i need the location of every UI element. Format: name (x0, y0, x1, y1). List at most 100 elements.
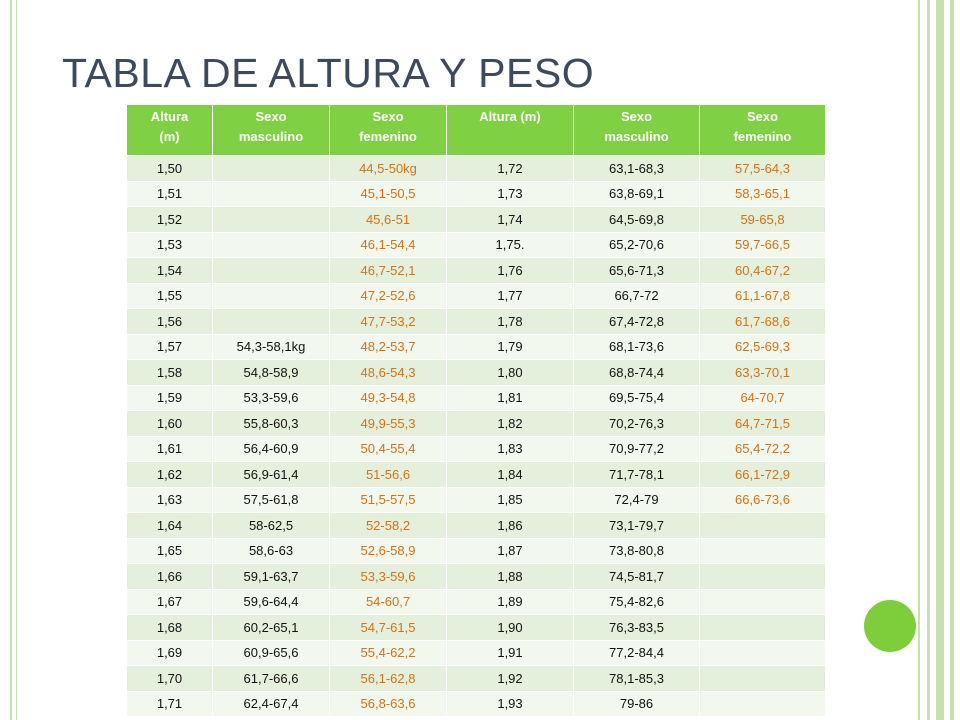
header-line: Sexo (746, 109, 779, 124)
header-line: Sexo (372, 109, 404, 124)
cell-altura: 1,58 (126, 359, 213, 386)
header-line: (m) (159, 129, 180, 144)
cell-femenino-2: 65,4-72,2 (699, 435, 826, 462)
cell-masculino-2: 75,4-82,6 (573, 588, 700, 615)
left-frame-line-inner (16, 0, 17, 720)
header-sexo-femenino-2: Sexo femenino (699, 104, 826, 156)
cell-femenino-2: 58,3-65,1 (699, 180, 826, 207)
table-row: 1,52 45,6-51 1,74 64,5-69,8 59-65,8 (126, 206, 826, 233)
table-row: 1,54 46,7-52,1 1,76 65,6-71,3 60,4-67,2 (126, 257, 826, 284)
cell-masculino: 53,3-59,6 (212, 384, 330, 411)
table-row: 1,65 58,6-63 52,6-58,9 1,87 73,8-80,8 (126, 537, 826, 564)
cell-femenino: 45,6-51 (329, 206, 447, 233)
cell-altura: 1,51 (126, 180, 213, 207)
cell-femenino-2 (699, 614, 826, 641)
cell-femenino-2: 63,3-70,1 (699, 359, 826, 386)
cell-femenino: 51-56,6 (329, 461, 447, 488)
cell-masculino-2: 70,2-76,3 (573, 410, 700, 437)
cell-masculino-2: 74,5-81,7 (573, 563, 700, 590)
cell-altura: 1,50 (126, 155, 213, 182)
cell-masculino-2: 77,2-84,4 (573, 639, 700, 666)
cell-masculino-2: 67,4-72,8 (573, 308, 700, 335)
cell-altura: 1,57 (126, 333, 213, 360)
cell-masculino (212, 231, 330, 258)
cell-masculino-2: 63,8-69,1 (573, 180, 700, 207)
cell-altura-2: 1,92 (446, 665, 574, 692)
header-line: Sexo (620, 109, 653, 124)
decorative-green-circle (864, 600, 916, 652)
cell-masculino-2: 68,8-74,4 (573, 359, 700, 386)
cell-femenino: 48,2-53,7 (329, 333, 447, 360)
cell-altura-2: 1,93 (446, 690, 574, 717)
cell-femenino: 52,6-58,9 (329, 537, 447, 564)
cell-masculino-2: 68,1-73,6 (573, 333, 700, 360)
cell-femenino: 48,6-54,3 (329, 359, 447, 386)
cell-altura-2: 1,90 (446, 614, 574, 641)
cell-femenino: 46,7-52,1 (329, 257, 447, 284)
cell-altura-2: 1,84 (446, 461, 574, 488)
cell-masculino (212, 206, 330, 233)
cell-masculino-2: 76,3-83,5 (573, 614, 700, 641)
header-line: femenino (359, 129, 417, 144)
cell-altura-2: 1,87 (446, 537, 574, 564)
height-weight-table: Altura (m) Sexo masculino Sexo femenino Altura… (126, 104, 826, 717)
table-row: 1,68 60,2-65,1 54,7-61,5 1,90 76,3-83,5 (126, 614, 826, 641)
cell-masculino-2: 73,1-79,7 (573, 512, 700, 539)
cell-femenino: 52-58,2 (329, 512, 447, 539)
header-line: masculino (604, 129, 669, 144)
cell-masculino: 60,9-65,6 (212, 639, 330, 666)
cell-masculino: 56,4-60,9 (212, 435, 330, 462)
table-row: 1,69 60,9-65,6 55,4-62,2 1,91 77,2-84,4 (126, 639, 826, 666)
cell-femenino: 44,5-50kg (329, 155, 447, 182)
cell-altura: 1,52 (126, 206, 213, 233)
header-altura: Altura (m) (126, 104, 213, 156)
header-sexo-masculino: Sexo masculino (212, 104, 330, 156)
cell-femenino: 49,3-54,8 (329, 384, 447, 411)
left-frame-line-outer (10, 0, 12, 720)
cell-femenino: 45,1-50,5 (329, 180, 447, 207)
cell-masculino-2: 79-86 (573, 690, 700, 717)
cell-altura-2: 1,81 (446, 384, 574, 411)
header-line: masculino (238, 129, 304, 144)
table-row: 1,60 55,8-60,3 49,9-55,3 1,82 70,2-76,3 64,7-… (126, 410, 826, 437)
table-row: 1,64 58-62,5 52-58,2 1,86 73,1-79,7 (126, 512, 826, 539)
header-sexo-masculino-2: Sexo masculino (573, 104, 700, 156)
cell-altura: 1,64 (126, 512, 213, 539)
cell-masculino (212, 257, 330, 284)
cell-altura: 1,55 (126, 282, 213, 309)
cell-femenino: 53,3-59,6 (329, 563, 447, 590)
cell-masculino: 54,8-58,9 (212, 359, 330, 386)
cell-masculino: 57,5-61,8 (212, 486, 330, 513)
cell-femenino: 49,9-55,3 (329, 410, 447, 437)
cell-femenino: 55,4-62,2 (329, 639, 447, 666)
cell-altura-2: 1,73 (446, 180, 574, 207)
cell-femenino-2: 64-70,7 (699, 384, 826, 411)
cell-altura-2: 1,80 (446, 359, 574, 386)
cell-altura: 1,67 (126, 588, 213, 615)
cell-altura: 1,63 (126, 486, 213, 513)
cell-femenino: 56,8-63,6 (329, 690, 447, 717)
cell-femenino: 47,2-52,6 (329, 282, 447, 309)
cell-altura: 1,59 (126, 384, 213, 411)
table-row: 1,59 53,3-59,6 49,3-54,8 1,81 69,5-75,4 64-70… (126, 384, 826, 411)
cell-masculino-2: 72,4-79 (573, 486, 700, 513)
table-row: 1,61 56,4-60,9 50,4-55,4 1,83 70,9-77,2 65,4-… (126, 435, 826, 462)
header-line: Sexo (255, 109, 287, 124)
cell-masculino: 61,7-66,6 (212, 665, 330, 692)
cell-femenino-2: 66,6-73,6 (699, 486, 826, 513)
cell-masculino-2: 63,1-68,3 (573, 155, 700, 182)
cell-altura: 1,69 (126, 639, 213, 666)
cell-masculino-2: 70,9-77,2 (573, 435, 700, 462)
cell-masculino: 55,8-60,3 (212, 410, 330, 437)
cell-masculino (212, 282, 330, 309)
header-sexo-femenino: Sexo femenino (329, 104, 447, 156)
cell-femenino: 54-60,7 (329, 588, 447, 615)
cell-masculino-2: 66,7-72 (573, 282, 700, 309)
cell-altura-2: 1,79 (446, 333, 574, 360)
cell-femenino: 56,1-62,8 (329, 665, 447, 692)
header-line: Altura (m) (479, 109, 541, 124)
table-row: 1,70 61,7-66,6 56,1-62,8 1,92 78,1-85,3 (126, 665, 826, 692)
cell-masculino: 62,4-67,4 (212, 690, 330, 717)
cell-altura: 1,68 (126, 614, 213, 641)
